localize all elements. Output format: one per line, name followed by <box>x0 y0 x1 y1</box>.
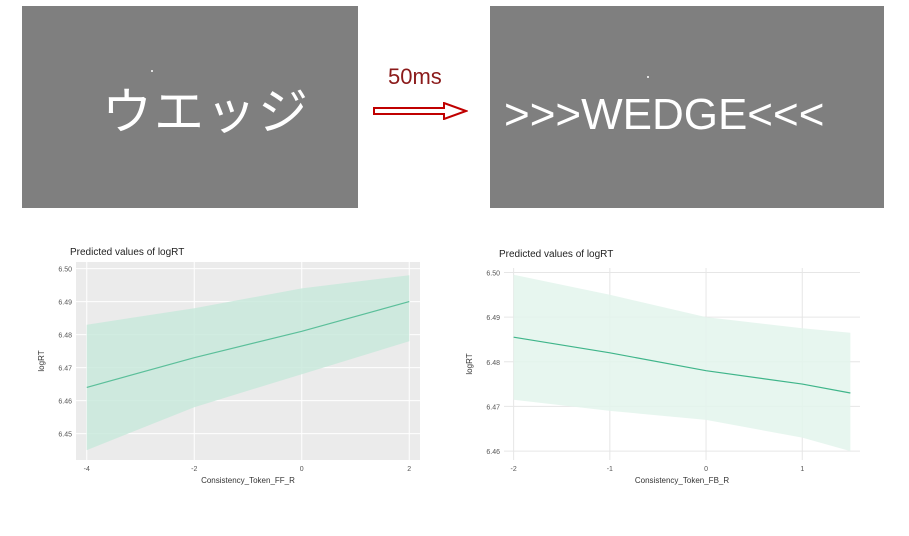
x-tick-label: 1 <box>800 466 804 473</box>
y-tick-label: 6.49 <box>486 315 500 322</box>
x-tick-label: -4 <box>84 466 90 473</box>
target-panel: >>>WEDGE<<< <box>490 6 884 208</box>
x-axis-label: Consistency_Token_FB_R <box>635 476 729 485</box>
x-tick-label: 2 <box>407 466 411 473</box>
y-tick-label: 6.45 <box>58 432 72 439</box>
y-axis-label: logRT <box>465 353 474 374</box>
x-tick-label: -2 <box>511 466 517 473</box>
y-tick-label: 6.48 <box>486 360 500 367</box>
prediction-line <box>513 336 851 394</box>
chart-fb-svg: Predicted values of logRT 6.46 6.47 6.48 6.4… <box>465 249 860 485</box>
prime-word: ウエッジ <box>102 83 310 141</box>
confidence-band <box>86 275 410 451</box>
prime-panel: ウエッジ <box>22 6 358 208</box>
interval-gap: 50ms <box>358 6 490 208</box>
y-tick-label: 6.48 <box>58 333 72 340</box>
right-arrow-icon <box>373 102 468 120</box>
y-tick-label: 6.46 <box>486 449 500 456</box>
timing-label: 50ms <box>388 64 442 89</box>
y-tick-label: 6.46 <box>58 399 72 406</box>
fixation-dot <box>647 76 649 78</box>
y-tick-label: 6.47 <box>486 404 500 411</box>
chart-ff-svg: Predicted values of logRT 6.45 6.46 6.47 6.4… <box>37 247 420 485</box>
y-tick-label: 6.50 <box>486 270 500 277</box>
chart-title: Predicted values of logRT <box>70 247 184 258</box>
y-tick-label: 6.47 <box>58 366 72 373</box>
y-tick-label: 6.49 <box>58 300 72 307</box>
x-tick-label: 0 <box>704 466 708 473</box>
target-word: >>>WEDGE<<< <box>504 90 825 139</box>
confidence-band <box>513 274 851 452</box>
prediction-line <box>86 301 410 388</box>
y-tick-label: 6.50 <box>58 267 72 274</box>
chart-ff: Predicted values of logRT 6.45 6.46 6.47 6.4… <box>30 240 430 500</box>
x-axis-label: Consistency_Token_FF_R <box>201 476 295 485</box>
y-axis-label: logRT <box>37 350 46 371</box>
chart-title: Predicted values of logRT <box>499 249 613 260</box>
stimulus-sequence: ウエッジ 50ms >>>WEDGE<<< <box>22 6 884 208</box>
x-tick-label: -2 <box>191 466 197 473</box>
chart-fb: Predicted values of logRT 6.46 6.47 6.48 6.4… <box>460 240 880 500</box>
x-tick-label: 0 <box>300 466 304 473</box>
fixation-dot <box>151 70 153 72</box>
x-tick-label: -1 <box>607 466 613 473</box>
